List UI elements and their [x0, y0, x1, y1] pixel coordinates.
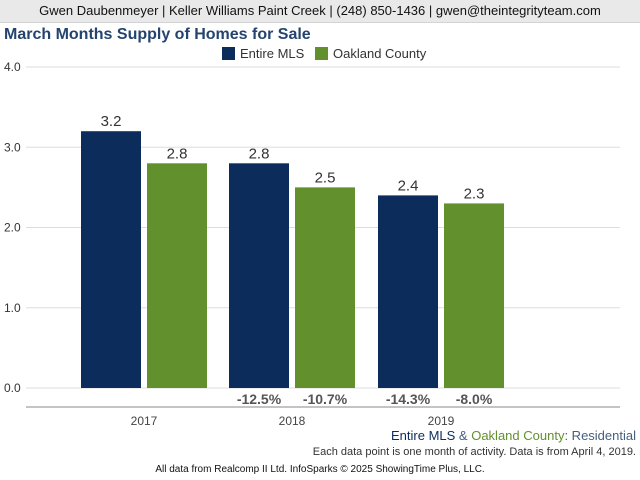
footer-legend-separator: & — [455, 428, 472, 443]
bar — [378, 195, 438, 388]
bar-value-label: 2.8 — [167, 145, 188, 162]
footer-legend: Entire MLS & Oakland County: Residential — [391, 428, 636, 443]
bar-value-label: 2.4 — [398, 177, 419, 194]
x-tick-label: 2018 — [279, 414, 306, 428]
footer-source: All data from Realcomp II Ltd. InfoSpark… — [155, 464, 485, 475]
bar-change-label: -10.7% — [303, 391, 348, 407]
x-tick-label: 2019 — [428, 414, 455, 428]
bar-value-label: 3.2 — [101, 113, 122, 130]
y-tick-label: 3.0 — [4, 140, 21, 154]
y-tick-label: 1.0 — [4, 301, 21, 315]
bar — [81, 131, 141, 388]
x-tick-label: 2017 — [131, 414, 158, 428]
header-contact-bar: Gwen Daubenmeyer | Keller Williams Paint… — [0, 0, 640, 23]
y-tick-label: 0.0 — [4, 381, 21, 395]
bar — [295, 187, 355, 388]
bar — [229, 163, 289, 388]
legend-label: Entire MLS — [240, 46, 305, 61]
bar-value-label: 2.8 — [249, 145, 270, 162]
y-tick-label: 2.0 — [4, 221, 21, 235]
chart-title: March Months Supply of Homes for Sale — [4, 26, 311, 43]
bar-value-label: 2.3 — [464, 185, 485, 202]
bar — [147, 163, 207, 388]
footer-legend-entire-mls: Entire MLS — [391, 428, 456, 443]
bar-value-label: 2.5 — [315, 169, 336, 186]
bar-change-label: -14.3% — [386, 391, 431, 407]
bar-change-label: -8.0% — [456, 391, 493, 407]
footer-note: Each data point is one month of activity… — [312, 446, 636, 458]
footer-legend-residential: : Residential — [564, 428, 636, 443]
header-contact-text: Gwen Daubenmeyer | Keller Williams Paint… — [39, 3, 601, 18]
bar-change-label: -12.5% — [237, 391, 282, 407]
legend-swatch — [222, 47, 235, 60]
legend-label: Oakland County — [333, 46, 427, 61]
y-tick-label: 4.0 — [4, 60, 21, 74]
footer-legend-oakland: Oakland County — [471, 428, 565, 443]
bar — [444, 203, 504, 388]
legend-swatch — [315, 47, 328, 60]
